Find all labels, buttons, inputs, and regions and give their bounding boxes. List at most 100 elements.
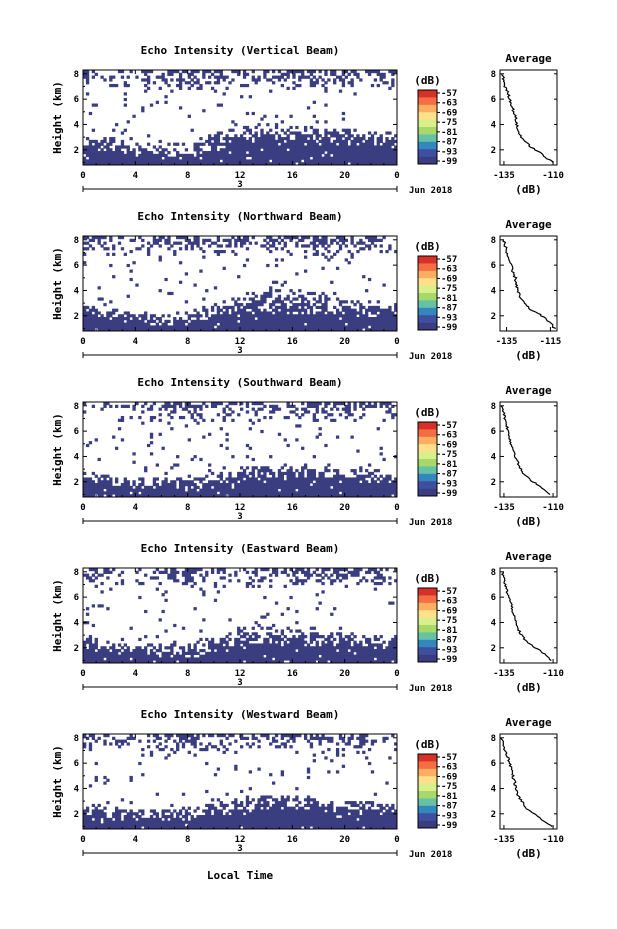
heatmap-cell (123, 325, 128, 329)
heatmap-cell (109, 325, 113, 329)
heatmap-cell (379, 75, 383, 79)
heatmap-cell (146, 241, 151, 245)
heatmap-cell (234, 244, 238, 248)
heatmap-cell (129, 151, 133, 155)
heatmap-cell (347, 402, 351, 406)
y-axis-label: Height (km) (51, 579, 64, 652)
heatmap-cell (341, 145, 346, 149)
heatmap-cell (260, 134, 264, 138)
heatmap-cell (178, 319, 183, 324)
heatmap-cell (350, 255, 354, 259)
heatmap-cell (181, 626, 186, 630)
heatmap-cell (347, 134, 351, 138)
heatmap-cell (388, 654, 392, 658)
heatmap-cell (205, 404, 209, 408)
heatmap-cell (254, 151, 258, 155)
heatmap-cell (350, 654, 354, 658)
heatmap-cell (216, 244, 221, 248)
heatmap-cell (266, 494, 270, 498)
heatmap-cell (309, 640, 314, 644)
heatmap-cell (312, 654, 316, 658)
heatmap-cell (309, 162, 314, 166)
heatmap-cell (394, 153, 398, 158)
heatmap-cell (88, 441, 93, 445)
heatmap-cell (184, 573, 189, 577)
heatmap-cell (208, 319, 212, 324)
heatmap-cell (144, 646, 148, 650)
heatmap-cell (112, 159, 116, 163)
heatmap-cell (248, 297, 253, 301)
heatmap-cell (187, 325, 191, 329)
heatmap-cell (335, 153, 340, 158)
heatmap-cell (333, 570, 337, 574)
heatmap-cell (88, 139, 93, 144)
heatmap-cell (263, 466, 267, 470)
heatmap-cell (91, 139, 96, 144)
heatmap-cell (178, 280, 183, 284)
heatmap-cell (312, 415, 316, 420)
heatmap-cell (184, 70, 189, 74)
heatmap-cell (341, 83, 346, 88)
heatmap-cell (112, 325, 116, 329)
heatmap-cell (158, 244, 162, 248)
heatmap-cell (379, 151, 383, 155)
heatmap-cell (97, 485, 101, 490)
heatmap-cell (280, 151, 285, 155)
heatmap-cell (298, 238, 302, 242)
heatmap-cell (344, 328, 348, 332)
heatmap-cell (350, 483, 354, 487)
heatmap-cell (382, 314, 386, 318)
heatmap-cell (359, 646, 363, 650)
heatmap-cell (350, 236, 354, 240)
heatmap-cell (208, 463, 212, 467)
heatmap-cell (295, 131, 299, 135)
heatmap-cell (219, 70, 223, 74)
heatmap-cell (245, 83, 250, 88)
heatmap-cell (321, 485, 325, 490)
heatmap-cell (242, 308, 247, 312)
heatmap-cell (181, 319, 186, 324)
heatmap-cell (103, 162, 107, 166)
heatmap-cell (234, 314, 238, 318)
heatmap-cell (303, 139, 308, 144)
heatmap-cell (394, 134, 398, 138)
heatmap-cell (277, 156, 282, 160)
heatmap-cell (88, 317, 93, 321)
heatmap-cell (167, 236, 171, 240)
heatmap-cell (178, 404, 183, 408)
heatmap-cell (202, 485, 206, 490)
heatmap-cell (321, 139, 325, 144)
heatmap-cell (167, 142, 171, 146)
heatmap-cell (146, 70, 151, 74)
heatmap-cell (338, 325, 343, 329)
heatmap-cell (187, 241, 191, 245)
heatmap-cell (327, 153, 331, 158)
heatmap-cell (149, 491, 154, 495)
heatmap-cell (271, 474, 276, 478)
heatmap-cell (376, 317, 380, 321)
heatmap-cell (149, 494, 154, 498)
heatmap-cell (301, 70, 305, 74)
heatmap-cell (237, 156, 241, 160)
heatmap-cell (367, 137, 372, 141)
heatmap-cell (97, 654, 101, 658)
heatmap-cell (373, 643, 378, 647)
heatmap-cell (213, 145, 218, 149)
heatmap-cell (385, 410, 389, 414)
heatmap-cell (237, 317, 241, 321)
heatmap-cell (141, 581, 145, 586)
heatmap-cell (327, 402, 331, 406)
heatmap-cell (254, 81, 258, 85)
heatmap-cell (123, 657, 128, 661)
heatmap-cell (295, 570, 299, 574)
x-tick-label: 16 (287, 337, 298, 347)
heatmap-cell (123, 252, 128, 256)
heatmap-cell (394, 660, 398, 664)
heatmap-cell (292, 651, 296, 656)
heatmap-cell (341, 319, 346, 324)
heatmap-cell (164, 480, 168, 484)
heatmap-cell (126, 75, 130, 79)
heatmap-cell (141, 649, 145, 653)
y-axis-label: Height (km) (51, 413, 64, 486)
heatmap-cell (315, 480, 319, 484)
